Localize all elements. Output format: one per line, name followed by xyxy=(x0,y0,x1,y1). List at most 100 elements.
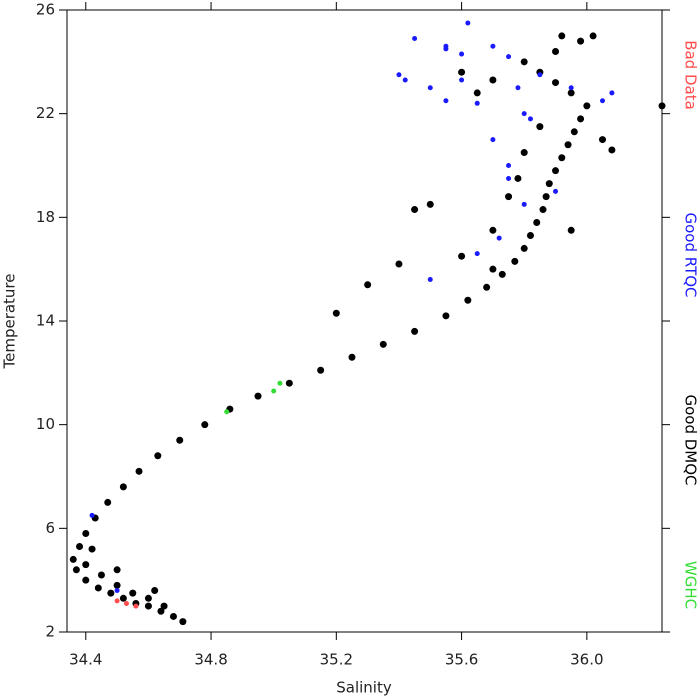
data-point xyxy=(459,77,465,83)
data-point xyxy=(465,20,471,26)
x-tick-label: 34.4 xyxy=(69,651,102,669)
data-point xyxy=(558,154,566,162)
data-point xyxy=(277,380,283,386)
plot-frame xyxy=(66,9,663,633)
data-point xyxy=(94,584,102,592)
data-point xyxy=(89,512,95,518)
data-point xyxy=(395,260,403,268)
data-point xyxy=(599,136,606,144)
data-point xyxy=(113,581,121,589)
data-point xyxy=(527,116,533,122)
data-point xyxy=(443,43,449,49)
data-point xyxy=(505,193,513,201)
data-point xyxy=(154,452,162,460)
x-tick-label: 35.2 xyxy=(320,651,353,669)
data-point xyxy=(104,498,112,506)
data-point xyxy=(489,226,497,234)
data-point xyxy=(176,436,184,444)
y-tick-label: 26 xyxy=(36,1,55,19)
data-point xyxy=(658,102,666,110)
data-point xyxy=(124,600,129,606)
data-point xyxy=(483,283,491,291)
data-point xyxy=(426,200,434,208)
legend-label: WGHC xyxy=(682,561,700,609)
data-point xyxy=(82,561,90,569)
data-point xyxy=(157,607,165,615)
y-tick-label: 2 xyxy=(45,623,55,641)
data-point xyxy=(489,265,497,273)
data-point xyxy=(564,141,572,149)
data-point xyxy=(473,89,481,97)
data-point xyxy=(82,576,90,584)
data-point xyxy=(583,102,591,110)
data-point xyxy=(201,421,209,429)
legend-label: Bad Data xyxy=(682,40,700,110)
data-point xyxy=(411,206,419,214)
y-tick-label: 22 xyxy=(36,104,55,122)
y-axis-label: Temperature xyxy=(1,273,19,369)
data-point xyxy=(570,128,578,136)
data-point xyxy=(506,175,512,181)
data-point xyxy=(521,201,527,207)
data-point xyxy=(567,89,575,97)
data-point xyxy=(558,32,566,40)
data-point xyxy=(458,252,466,260)
data-point xyxy=(113,566,121,574)
data-point xyxy=(69,555,77,563)
y-tick-label: 18 xyxy=(36,208,55,226)
data-point xyxy=(464,296,472,304)
data-point xyxy=(379,340,387,348)
data-point xyxy=(506,54,512,60)
data-point xyxy=(506,163,512,168)
data-point xyxy=(332,309,340,317)
data-point xyxy=(600,98,605,104)
data-point xyxy=(515,85,521,91)
data-point xyxy=(160,602,168,610)
data-point xyxy=(396,72,402,78)
data-point xyxy=(412,36,418,42)
data-point xyxy=(536,123,544,131)
data-point xyxy=(114,598,120,604)
data-point xyxy=(577,115,585,123)
data-point xyxy=(608,146,616,154)
data-point xyxy=(511,257,519,265)
data-point xyxy=(133,603,139,609)
data-point xyxy=(552,167,560,175)
data-point xyxy=(119,483,127,491)
data-point xyxy=(577,37,585,45)
data-point xyxy=(427,85,433,91)
data-point xyxy=(411,327,419,335)
data-point xyxy=(568,85,574,91)
data-point xyxy=(567,226,575,234)
data-point xyxy=(107,589,115,597)
data-point xyxy=(119,594,127,602)
legend-label: Good RTQC xyxy=(682,212,700,297)
data-point xyxy=(474,100,480,106)
data-point xyxy=(427,277,433,283)
data-point xyxy=(498,270,506,278)
data-point xyxy=(490,137,496,143)
data-point xyxy=(542,193,550,201)
data-point xyxy=(169,612,177,620)
data-point xyxy=(224,409,230,415)
data-point xyxy=(442,312,450,320)
data-point xyxy=(521,111,527,117)
data-point xyxy=(135,467,143,475)
data-point xyxy=(348,353,356,361)
data-point xyxy=(151,587,159,595)
data-point xyxy=(545,180,553,188)
data-point xyxy=(489,76,497,84)
data-point xyxy=(526,231,534,239)
data-point xyxy=(88,545,96,553)
x-tick-label: 34.8 xyxy=(194,651,227,669)
data-point xyxy=(514,174,522,182)
data-point xyxy=(97,571,105,579)
data-point xyxy=(552,47,560,55)
data-point xyxy=(553,188,559,194)
data-point xyxy=(76,542,84,550)
data-point xyxy=(458,68,466,76)
data-point xyxy=(402,77,408,83)
data-point xyxy=(254,392,262,400)
data-point xyxy=(317,366,325,374)
